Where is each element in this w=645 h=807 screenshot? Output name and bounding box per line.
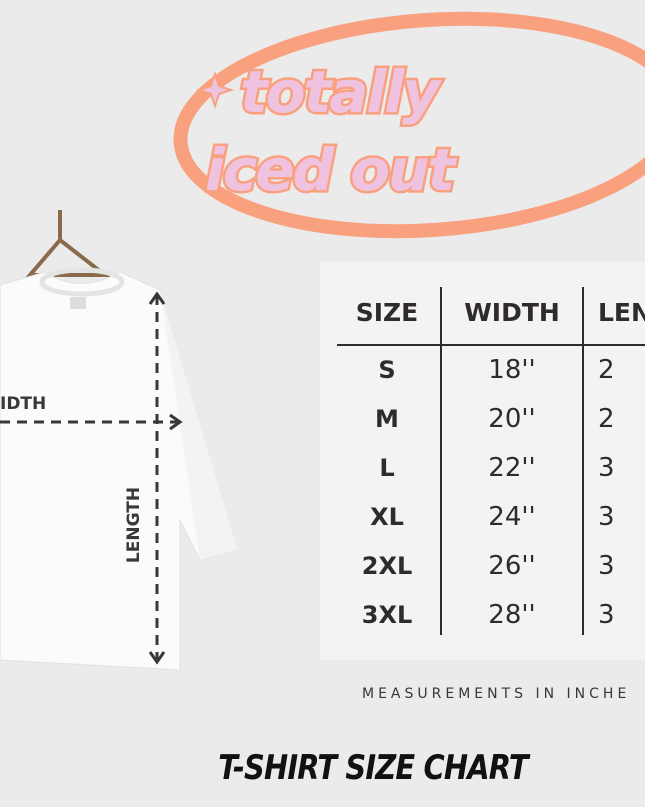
tshirt-illustration [0, 210, 239, 671]
cell-width: 24'' [488, 502, 536, 532]
cell-length: 3 [598, 502, 615, 532]
cell-length: 3 [598, 453, 615, 483]
cell-length: 3 [598, 600, 615, 630]
size-table: SIZE WIDTH LEN S 18'' 2 M 20'' 2 L 22'' 3 XL 24'' 3… [320, 262, 645, 660]
cell-width: 18'' [488, 355, 536, 385]
divider [582, 287, 584, 635]
logo-line-1: totally [240, 58, 442, 126]
page-title: T-SHIRT SIZE CHART [218, 748, 528, 788]
cell-length: 3 [598, 551, 615, 581]
cell-width: 22'' [488, 453, 536, 483]
cell-length: 2 [598, 404, 615, 434]
header-size: SIZE [355, 298, 419, 327]
cell-size: S [378, 356, 396, 384]
header-length: LEN [598, 298, 645, 327]
cell-size: 3XL [361, 601, 413, 629]
cell-size: XL [370, 503, 404, 531]
cell-length: 2 [598, 355, 615, 385]
cell-width: 20'' [488, 404, 536, 434]
header-width: WIDTH [464, 298, 560, 327]
measurement-note: MEASUREMENTS IN INCHE [362, 686, 631, 702]
length-label: LENGTH [124, 486, 145, 564]
sparkle-icon [195, 70, 235, 110]
totally-iced-out-logo: totally iced out [173, 11, 645, 239]
divider [337, 344, 645, 346]
logo-line-2: iced out [205, 136, 457, 204]
cell-size: M [375, 405, 399, 433]
divider [440, 287, 442, 635]
cell-width: 28'' [488, 600, 536, 630]
width-label: IDTH [0, 394, 47, 414]
cell-size: 2XL [361, 552, 413, 580]
cell-width: 26'' [488, 551, 536, 581]
cell-size: L [379, 454, 395, 482]
